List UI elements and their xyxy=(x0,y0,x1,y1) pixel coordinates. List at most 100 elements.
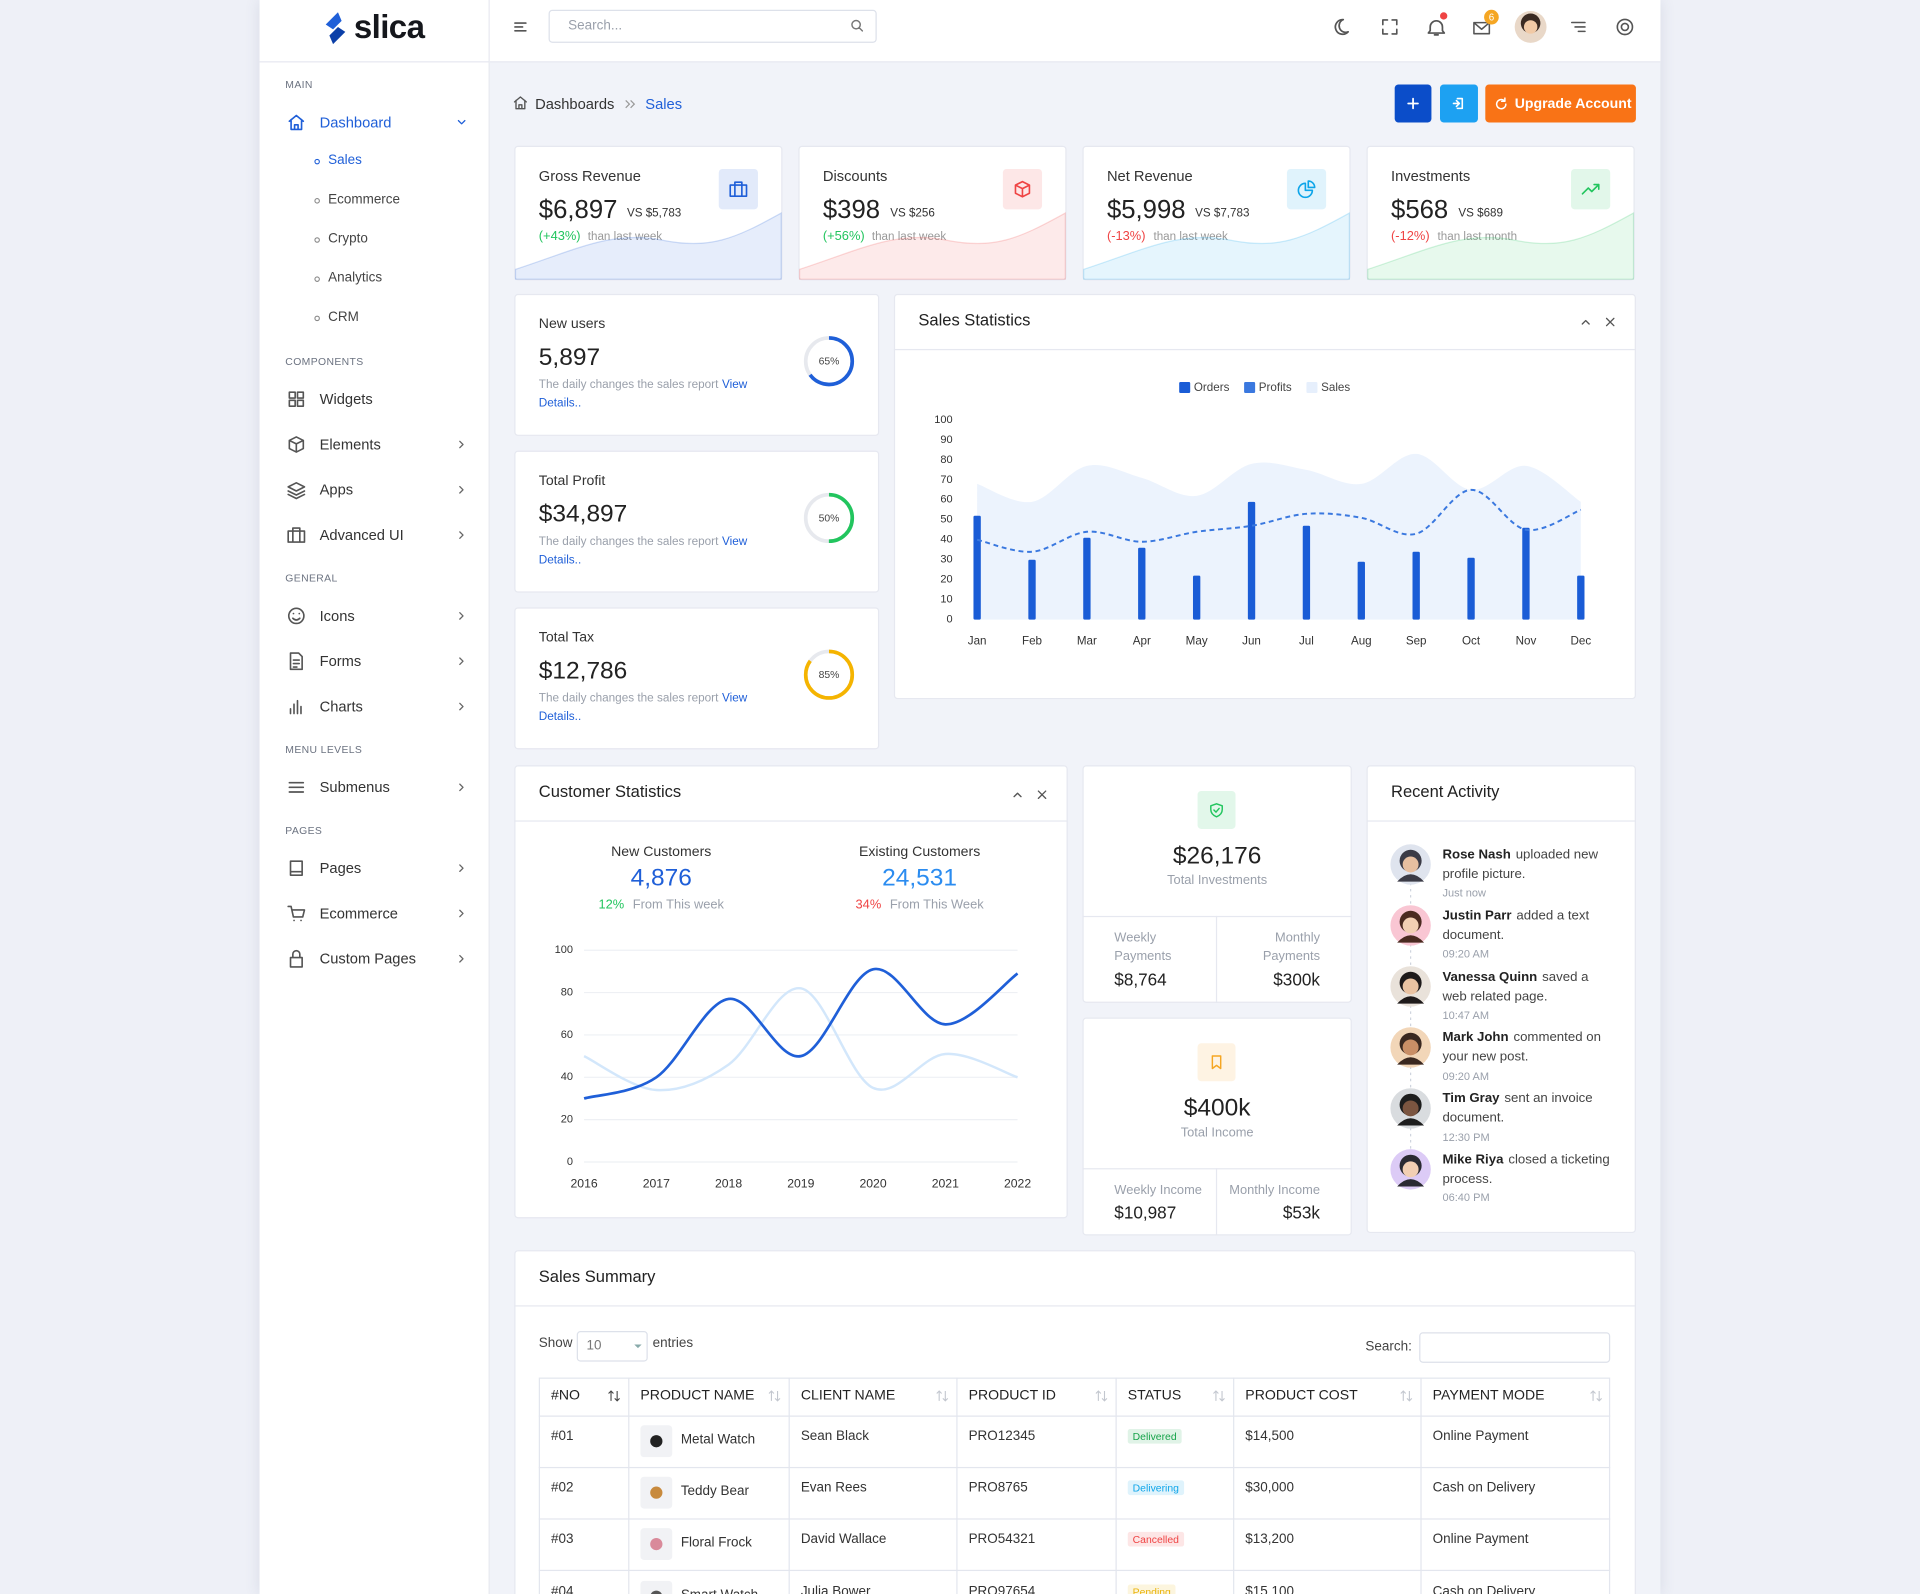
card-divider xyxy=(1082,1168,1352,1170)
activity-action: sent an invoice document. xyxy=(1442,1091,1593,1126)
nav-item[interactable]: Apps xyxy=(319,480,354,498)
split-label: Weekly Income xyxy=(1114,1182,1202,1198)
progress-title: Total Profit xyxy=(538,473,606,489)
row-divider xyxy=(538,1518,1611,1520)
stat-title: Discounts xyxy=(822,167,888,185)
status-badge: Delivering xyxy=(1127,1480,1184,1496)
column-header[interactable]: PAYMENT MODE xyxy=(1432,1388,1545,1404)
card-divider xyxy=(1215,1168,1218,1236)
table-search-input[interactable] xyxy=(1419,1332,1611,1363)
nav-item[interactable]: Forms xyxy=(319,652,362,670)
card-title: Sales Summary xyxy=(538,1266,656,1286)
column-header[interactable]: PRODUCT ID xyxy=(968,1388,1056,1404)
stat-change: (-12%) xyxy=(1391,229,1430,245)
show-label: Show xyxy=(538,1336,573,1351)
table xyxy=(538,1377,1611,1594)
column-divider xyxy=(956,1377,958,1594)
activity-name: Mike Riya xyxy=(1442,1152,1504,1167)
table-cell: #03 xyxy=(551,1532,574,1547)
add-button[interactable] xyxy=(1394,84,1432,123)
summary-label: Existing Customers xyxy=(858,844,981,860)
column-header[interactable]: #NO xyxy=(551,1388,580,1404)
table-cell: Cash on Delivery xyxy=(1432,1480,1536,1496)
stat-compare: VS $7,783 xyxy=(1195,207,1250,221)
split-label: Weekly Payments xyxy=(1114,930,1172,964)
view-details-link[interactable]: View Details.. xyxy=(538,691,748,724)
nav-subitem[interactable]: Analytics xyxy=(328,270,383,286)
summary-value: 4,876 xyxy=(630,863,692,891)
stat-change: (-13%) xyxy=(1106,229,1146,245)
login-button[interactable] xyxy=(1440,84,1478,123)
summary-change: 12% From This week xyxy=(598,898,724,914)
summary-change-note: From This week xyxy=(632,897,724,913)
stat-card xyxy=(514,145,783,281)
table-cell: Sean Black xyxy=(800,1429,869,1444)
activity-time: Just now xyxy=(1442,887,1486,900)
table-cell: PRO12345 xyxy=(968,1429,1036,1444)
total-label: Total Investments xyxy=(1167,873,1268,889)
sales-summary-card xyxy=(514,1250,1636,1594)
nav-item[interactable]: Charts xyxy=(319,697,363,715)
table-cell: PRO97654 xyxy=(968,1584,1036,1594)
nav-item[interactable]: Custom Pages xyxy=(319,949,416,967)
table-cell: $15,100 xyxy=(1245,1584,1294,1594)
view-details-link[interactable]: View Details.. xyxy=(538,378,748,411)
sidebar-section-title: COMPONENTS xyxy=(285,354,364,368)
entries-label: entries xyxy=(652,1336,694,1351)
column-header[interactable]: CLIENT NAME xyxy=(800,1388,896,1404)
view-details-link[interactable]: View Details.. xyxy=(538,535,748,567)
activity-text: Justin Parr added a text document. xyxy=(1442,906,1616,945)
status-badge: Pending xyxy=(1127,1584,1176,1594)
customer-statistics-card xyxy=(514,765,1068,1219)
table-cell: $30,000 xyxy=(1245,1480,1294,1496)
activity-name: Rose Nash xyxy=(1442,847,1511,863)
nav-subitem[interactable]: CRM xyxy=(328,310,359,325)
stat-value: $568 xyxy=(1391,195,1449,225)
total-value: $400k xyxy=(1183,1094,1251,1122)
description-text: The daily changes the sales report xyxy=(538,535,719,549)
column-header[interactable]: PRODUCT NAME xyxy=(640,1388,755,1404)
table-cell: Smart Watch xyxy=(681,1588,758,1594)
summary-value: 24,531 xyxy=(882,863,958,891)
nav-item[interactable]: Submenus xyxy=(319,778,390,796)
nav-item[interactable]: Advanced UI xyxy=(319,525,404,544)
column-divider xyxy=(628,1377,630,1594)
split-label: Monthly Income xyxy=(1229,1182,1320,1198)
split-value: $10,987 xyxy=(1114,1202,1177,1223)
nav-item[interactable]: Ecommerce xyxy=(319,904,398,922)
upgrade-button[interactable] xyxy=(1485,84,1636,123)
activity-action: closed a ticketing process. xyxy=(1442,1152,1610,1187)
column-divider xyxy=(1233,1377,1235,1594)
activity-action: uploaded new profile picture. xyxy=(1442,847,1599,882)
status-badge: Delivered xyxy=(1127,1428,1182,1444)
breadcrumb-item: Dashboards xyxy=(535,94,615,113)
nav-subitem[interactable]: Ecommerce xyxy=(328,192,401,208)
column-header[interactable]: PRODUCT COST xyxy=(1245,1388,1358,1404)
search-box[interactable] xyxy=(548,9,877,43)
summary-change-note: From This Week xyxy=(889,897,984,913)
table-cell: David Wallace xyxy=(800,1532,887,1547)
activity-text: Mike Riya closed a ticketing process. xyxy=(1442,1150,1616,1189)
brand-name: slica xyxy=(353,8,425,46)
nav-item[interactable]: Dashboard xyxy=(319,113,392,131)
progress-value: 5,897 xyxy=(538,343,601,371)
stat-title: Gross Revenue xyxy=(538,167,641,185)
chart-title: Customer Statistics xyxy=(538,781,682,801)
product-thumb xyxy=(640,1476,673,1509)
search-label: Search: xyxy=(1365,1339,1412,1355)
nav-subitem[interactable]: Sales xyxy=(328,153,362,168)
progress-value: $34,897 xyxy=(538,500,628,528)
product-thumb xyxy=(640,1528,673,1560)
stat-value: $5,998 xyxy=(1106,195,1186,225)
nav-item[interactable]: Elements xyxy=(319,435,381,453)
nav-item[interactable]: Widgets xyxy=(319,390,373,408)
nav-item[interactable]: Icons xyxy=(319,606,355,624)
page-size-value: 10 xyxy=(586,1338,602,1354)
nav-subitem[interactable]: Crypto xyxy=(328,231,368,247)
table-cell: #04 xyxy=(551,1584,574,1594)
column-header[interactable]: STATUS xyxy=(1127,1388,1182,1404)
stat-compare: VS $689 xyxy=(1458,207,1504,221)
progress-value: $12,786 xyxy=(538,657,628,684)
nav-item[interactable]: Pages xyxy=(319,859,362,877)
